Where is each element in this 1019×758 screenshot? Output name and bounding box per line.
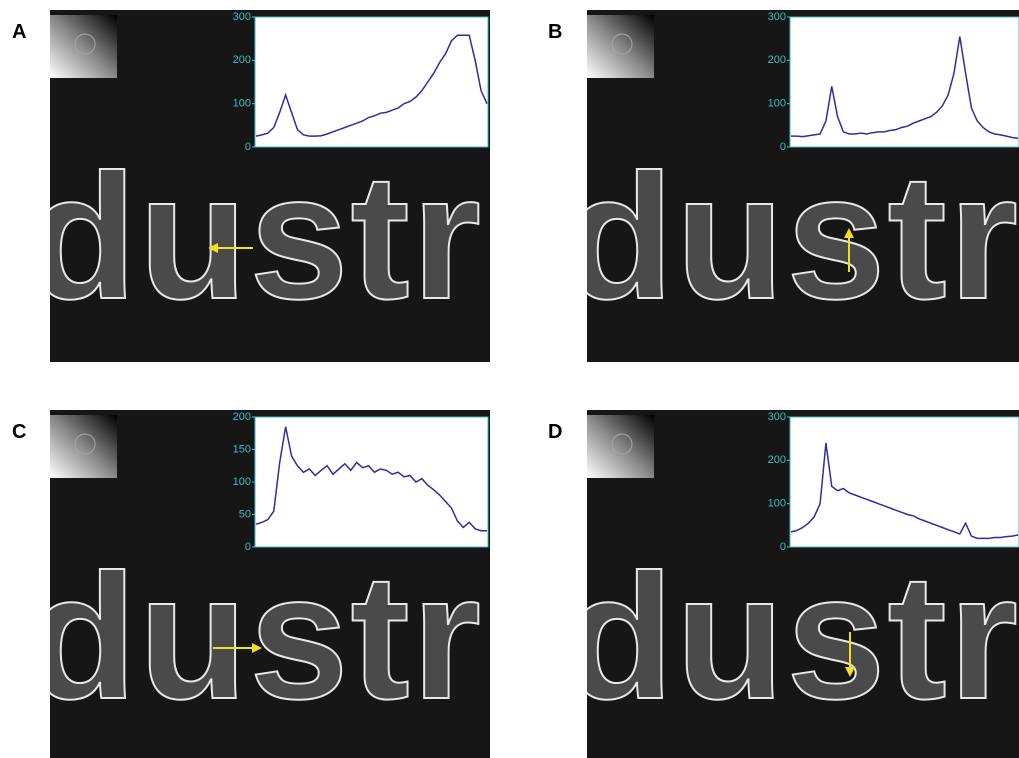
inset-background — [255, 417, 488, 547]
y-tick-label: 0 — [245, 541, 251, 553]
y-tick-label: 300 — [768, 11, 786, 23]
y-tick-label: 0 — [245, 141, 251, 153]
y-tick-label: 200 — [768, 54, 786, 66]
y-tick-label: 200 — [233, 54, 251, 66]
y-tick-label: 100 — [768, 98, 786, 110]
photo-text: dustr — [565, 537, 1019, 736]
y-tick-label: 300 — [768, 411, 786, 423]
figure: Adustr0100200300Bdustr0100200300Cdustr05… — [0, 0, 1019, 758]
panel-label: D — [548, 421, 562, 443]
y-tick-label: 100 — [233, 98, 251, 110]
y-tick-label: 0 — [780, 141, 786, 153]
y-tick-label: 200 — [233, 411, 251, 423]
y-tick-label: 200 — [768, 454, 786, 466]
photo-text: dustr — [28, 137, 483, 336]
inset-background — [255, 17, 488, 147]
panel-label: C — [12, 421, 26, 443]
photo-text: dustr — [565, 137, 1019, 336]
inset-background — [790, 417, 1019, 547]
y-tick-label: 300 — [233, 11, 251, 23]
y-tick-label: 150 — [233, 443, 251, 455]
panel-label: B — [548, 21, 562, 43]
photo-text: dustr — [28, 537, 483, 736]
y-tick-label: 0 — [780, 541, 786, 553]
y-tick-label: 100 — [768, 498, 786, 510]
gradient-square — [50, 15, 117, 78]
y-tick-label: 100 — [233, 476, 251, 488]
gradient-square — [587, 15, 654, 78]
panel-label: A — [12, 21, 26, 43]
gradient-square — [50, 415, 117, 478]
y-tick-label: 50 — [239, 508, 251, 520]
gradient-square — [587, 415, 654, 478]
